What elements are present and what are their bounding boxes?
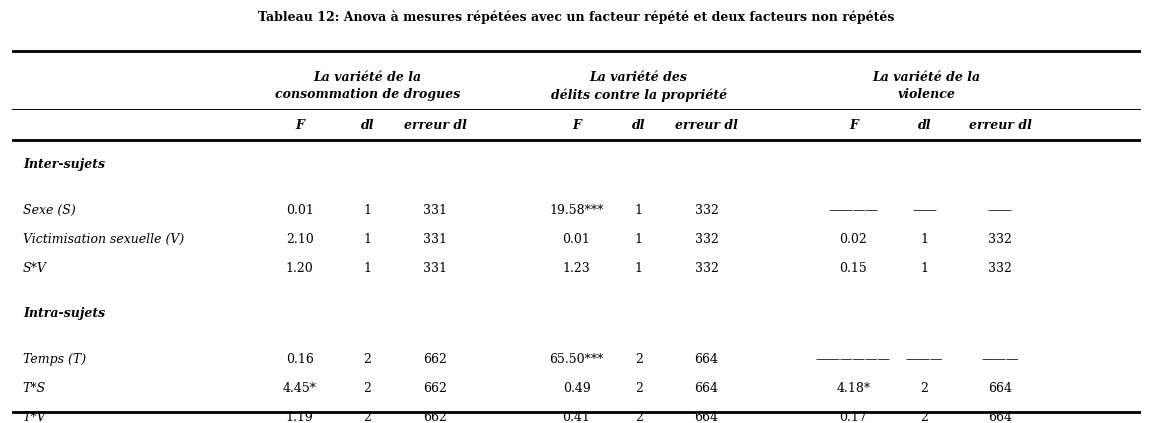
Text: ———: ——— <box>906 353 943 366</box>
Text: 19.58***: 19.58*** <box>549 204 604 217</box>
Text: 0.01: 0.01 <box>286 204 314 217</box>
Text: dl: dl <box>918 118 932 132</box>
Text: 1: 1 <box>920 233 928 246</box>
Text: 1: 1 <box>920 262 928 275</box>
Text: 2: 2 <box>634 411 642 423</box>
Text: 1: 1 <box>634 233 642 246</box>
Text: 0.41: 0.41 <box>563 411 590 423</box>
Text: 332: 332 <box>988 233 1012 246</box>
Text: 331: 331 <box>423 233 447 246</box>
Text: 662: 662 <box>423 353 447 366</box>
Text: La variété des
délits contre la propriété: La variété des délits contre la propriét… <box>551 71 726 102</box>
Text: 332: 332 <box>694 262 718 275</box>
Text: 664: 664 <box>694 411 718 423</box>
Text: 664: 664 <box>694 353 718 366</box>
Text: ——————: —————— <box>816 353 891 366</box>
Text: 0.15: 0.15 <box>839 262 867 275</box>
Text: 1: 1 <box>363 262 371 275</box>
Text: 0.01: 0.01 <box>563 233 590 246</box>
Text: ——: —— <box>912 204 937 217</box>
Text: 664: 664 <box>988 411 1012 423</box>
Text: 4.45*: 4.45* <box>282 382 317 395</box>
Text: La variété de la
violence: La variété de la violence <box>873 71 981 101</box>
Text: ————: ———— <box>828 204 879 217</box>
Text: F: F <box>295 118 304 132</box>
Text: 664: 664 <box>988 382 1012 395</box>
Text: Tableau 12: Anova à mesures répétées avec un facteur répété et deux facteurs non: Tableau 12: Anova à mesures répétées ave… <box>258 11 895 24</box>
Text: erreur dl: erreur dl <box>675 118 738 132</box>
Text: 1: 1 <box>363 204 371 217</box>
Text: La variété de la
consommation de drogues: La variété de la consommation de drogues <box>274 71 460 101</box>
Text: 65.50***: 65.50*** <box>549 353 604 366</box>
Text: 2: 2 <box>634 353 642 366</box>
Text: 2: 2 <box>363 382 371 395</box>
Text: Victimisation sexuelle (V): Victimisation sexuelle (V) <box>23 233 184 246</box>
Text: 1.20: 1.20 <box>286 262 314 275</box>
Text: 1: 1 <box>634 262 642 275</box>
Text: erreur dl: erreur dl <box>969 118 1032 132</box>
Text: T*V: T*V <box>23 411 46 423</box>
Text: T*S: T*S <box>23 382 46 395</box>
Text: 0.49: 0.49 <box>563 382 590 395</box>
Text: dl: dl <box>632 118 646 132</box>
Text: 331: 331 <box>423 204 447 217</box>
Text: dl: dl <box>361 118 375 132</box>
Text: Temps (T): Temps (T) <box>23 353 86 366</box>
Text: F: F <box>572 118 581 132</box>
Text: 1: 1 <box>363 233 371 246</box>
Text: ———: ——— <box>981 353 1019 366</box>
Text: 2: 2 <box>363 411 371 423</box>
Text: 2: 2 <box>920 382 928 395</box>
Text: S*V: S*V <box>23 262 47 275</box>
Text: 1: 1 <box>634 204 642 217</box>
Text: Intra-sujets: Intra-sujets <box>23 307 105 320</box>
Text: 2: 2 <box>634 382 642 395</box>
Text: 4.18*: 4.18* <box>836 382 871 395</box>
Text: 1.19: 1.19 <box>286 411 314 423</box>
Text: 1.23: 1.23 <box>563 262 590 275</box>
Text: 2: 2 <box>920 411 928 423</box>
Text: 664: 664 <box>694 382 718 395</box>
Text: 331: 331 <box>423 262 447 275</box>
Text: ——: —— <box>988 204 1012 217</box>
Text: 662: 662 <box>423 382 447 395</box>
Text: Inter-sujets: Inter-sujets <box>23 158 105 171</box>
Text: 2.10: 2.10 <box>286 233 314 246</box>
Text: 332: 332 <box>694 204 718 217</box>
Text: 332: 332 <box>694 233 718 246</box>
Text: 332: 332 <box>988 262 1012 275</box>
Text: 0.16: 0.16 <box>286 353 314 366</box>
Text: F: F <box>849 118 858 132</box>
Text: 662: 662 <box>423 411 447 423</box>
Text: Sexe (S): Sexe (S) <box>23 204 76 217</box>
Text: erreur dl: erreur dl <box>404 118 467 132</box>
Text: 2: 2 <box>363 353 371 366</box>
Text: 0.02: 0.02 <box>839 233 867 246</box>
Text: 0.17: 0.17 <box>839 411 867 423</box>
